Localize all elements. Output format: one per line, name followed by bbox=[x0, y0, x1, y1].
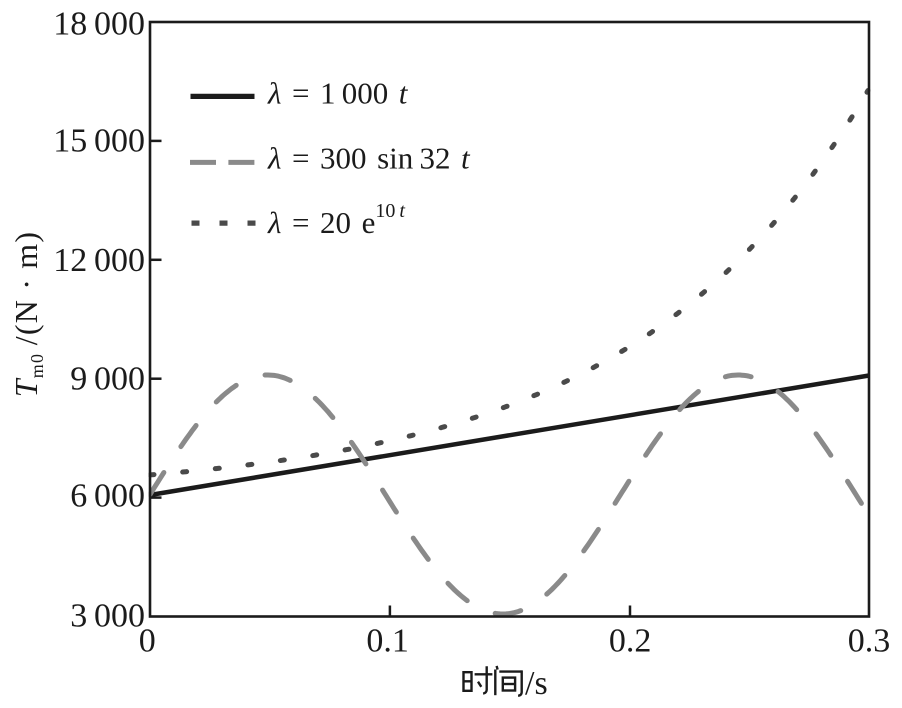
svg-text:0.2: 0.2 bbox=[609, 623, 652, 660]
svg-text:λ = 1 000 t: λ = 1 000 t bbox=[267, 76, 409, 111]
svg-text:0.3: 0.3 bbox=[848, 623, 891, 660]
svg-text:12 000: 12 000 bbox=[53, 242, 145, 279]
svg-text:λ = 300 sin 32 t: λ = 300 sin 32 t bbox=[267, 141, 471, 176]
svg-text:0: 0 bbox=[139, 623, 156, 660]
svg-text:15 000: 15 000 bbox=[53, 123, 145, 160]
svg-text:6 000: 6 000 bbox=[70, 478, 145, 515]
svg-text:9 000: 9 000 bbox=[70, 361, 145, 398]
svg-text:0.1: 0.1 bbox=[366, 623, 409, 660]
svg-text:/s: /s bbox=[525, 665, 548, 702]
svg-text:18 000: 18 000 bbox=[53, 6, 145, 43]
svg-text:Tm0 /(N · m): Tm0 /(N · m) bbox=[8, 231, 47, 397]
svg-text:3 000: 3 000 bbox=[70, 597, 145, 634]
svg-text:λ = 20 e10 t: λ = 20 e10 t bbox=[267, 200, 405, 240]
